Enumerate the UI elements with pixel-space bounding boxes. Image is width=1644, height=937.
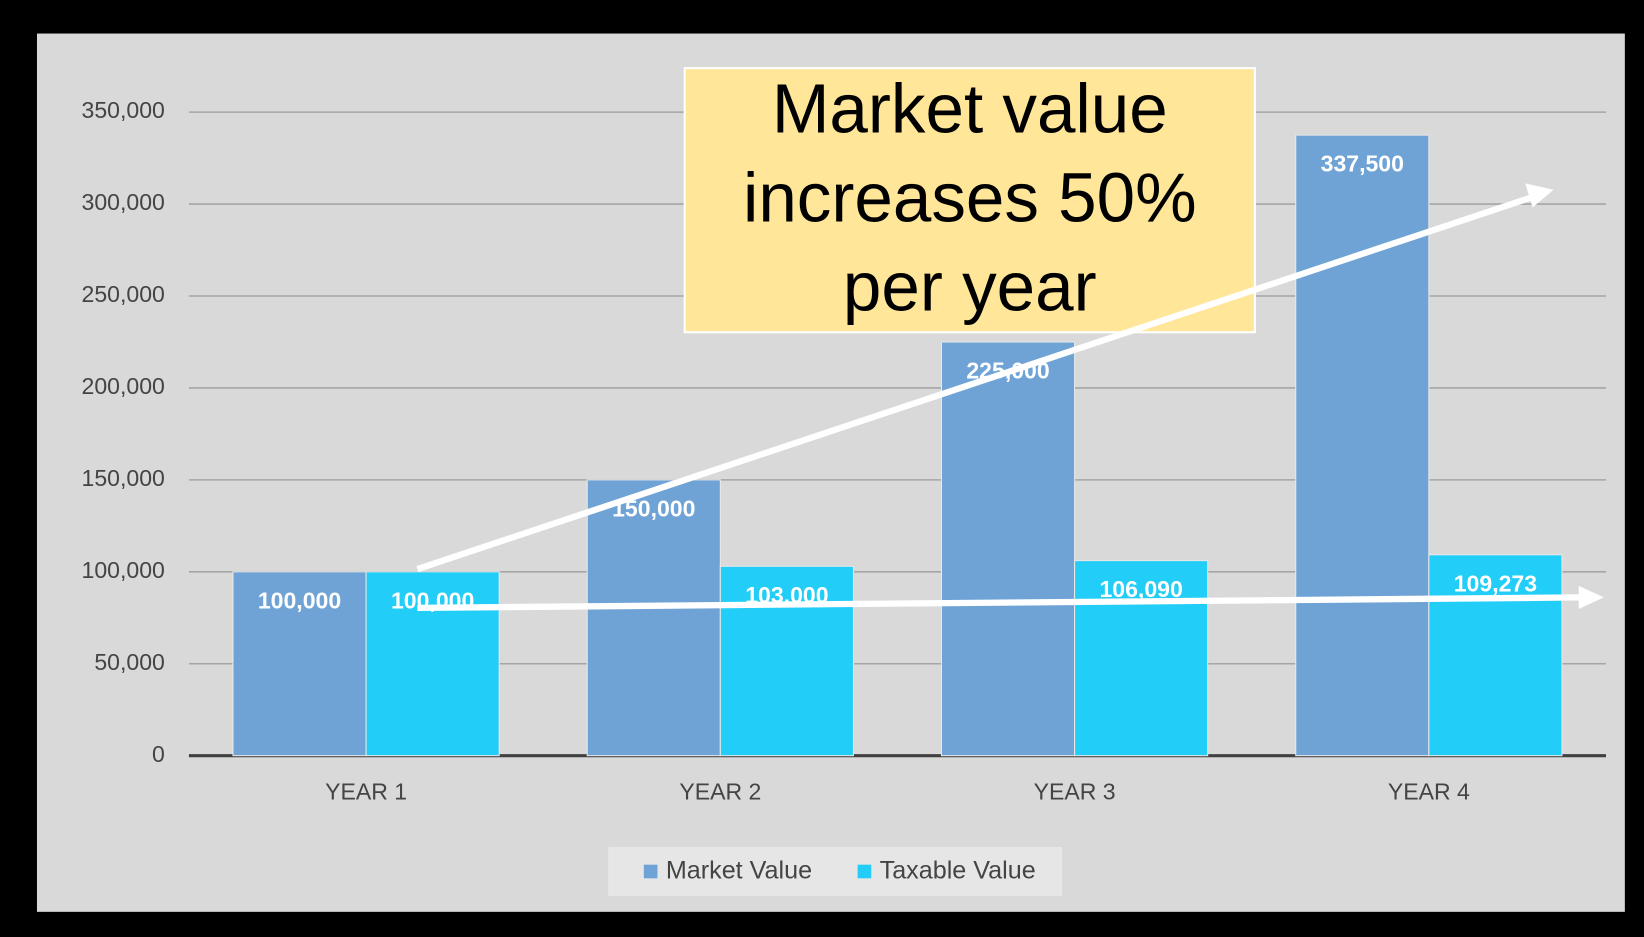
y-tick-label: 300,000 xyxy=(82,189,165,215)
annotation: per year xyxy=(843,248,1097,326)
y-tick-label: 150,000 xyxy=(82,465,165,491)
annotation: Market value xyxy=(772,70,1168,148)
legend-swatch xyxy=(857,864,872,879)
bar xyxy=(232,571,367,757)
data-label: 337,500 xyxy=(1321,151,1404,177)
legend xyxy=(608,846,1063,897)
annotation: increases 50% xyxy=(743,159,1197,237)
data-label: 100,000 xyxy=(258,587,341,613)
x-tick-label: YEAR 4 xyxy=(1388,779,1470,805)
x-tick-label: YEAR 3 xyxy=(1034,779,1116,805)
plot: 0 50,000 100,000 150,000 200,000 250,000 300,0… xyxy=(82,97,1606,897)
legend-label: Taxable Value xyxy=(880,857,1036,885)
data-label: 106,090 xyxy=(1099,576,1182,602)
bar xyxy=(719,565,854,757)
bar xyxy=(1295,134,1430,757)
arrow xyxy=(416,194,1534,573)
legend-swatch xyxy=(643,864,658,879)
y-tick-label: 0 xyxy=(152,741,165,767)
bar xyxy=(365,571,500,757)
bar xyxy=(586,479,721,757)
annotation-box xyxy=(683,67,1256,334)
arrowhead xyxy=(1525,183,1554,208)
x-tick-label: YEAR 1 xyxy=(325,779,407,805)
bar xyxy=(1428,554,1563,757)
y-tick-label: 200,000 xyxy=(82,373,165,399)
y-tick-label: 100,000 xyxy=(82,557,165,583)
bar xyxy=(940,341,1076,757)
arrowhead xyxy=(1578,585,1604,609)
bar xyxy=(1074,560,1209,757)
x-tick-label: YEAR 2 xyxy=(679,779,761,805)
arrow xyxy=(417,594,1581,612)
overlay: Market value increases 50% per year xyxy=(416,67,1604,612)
data-label: 109,273 xyxy=(1454,570,1537,596)
y-tick-label: 50,000 xyxy=(94,649,165,675)
y-tick-label: 350,000 xyxy=(82,97,165,123)
legend-label: Market Value xyxy=(666,857,812,885)
y-tick-label: 250,000 xyxy=(82,281,165,307)
